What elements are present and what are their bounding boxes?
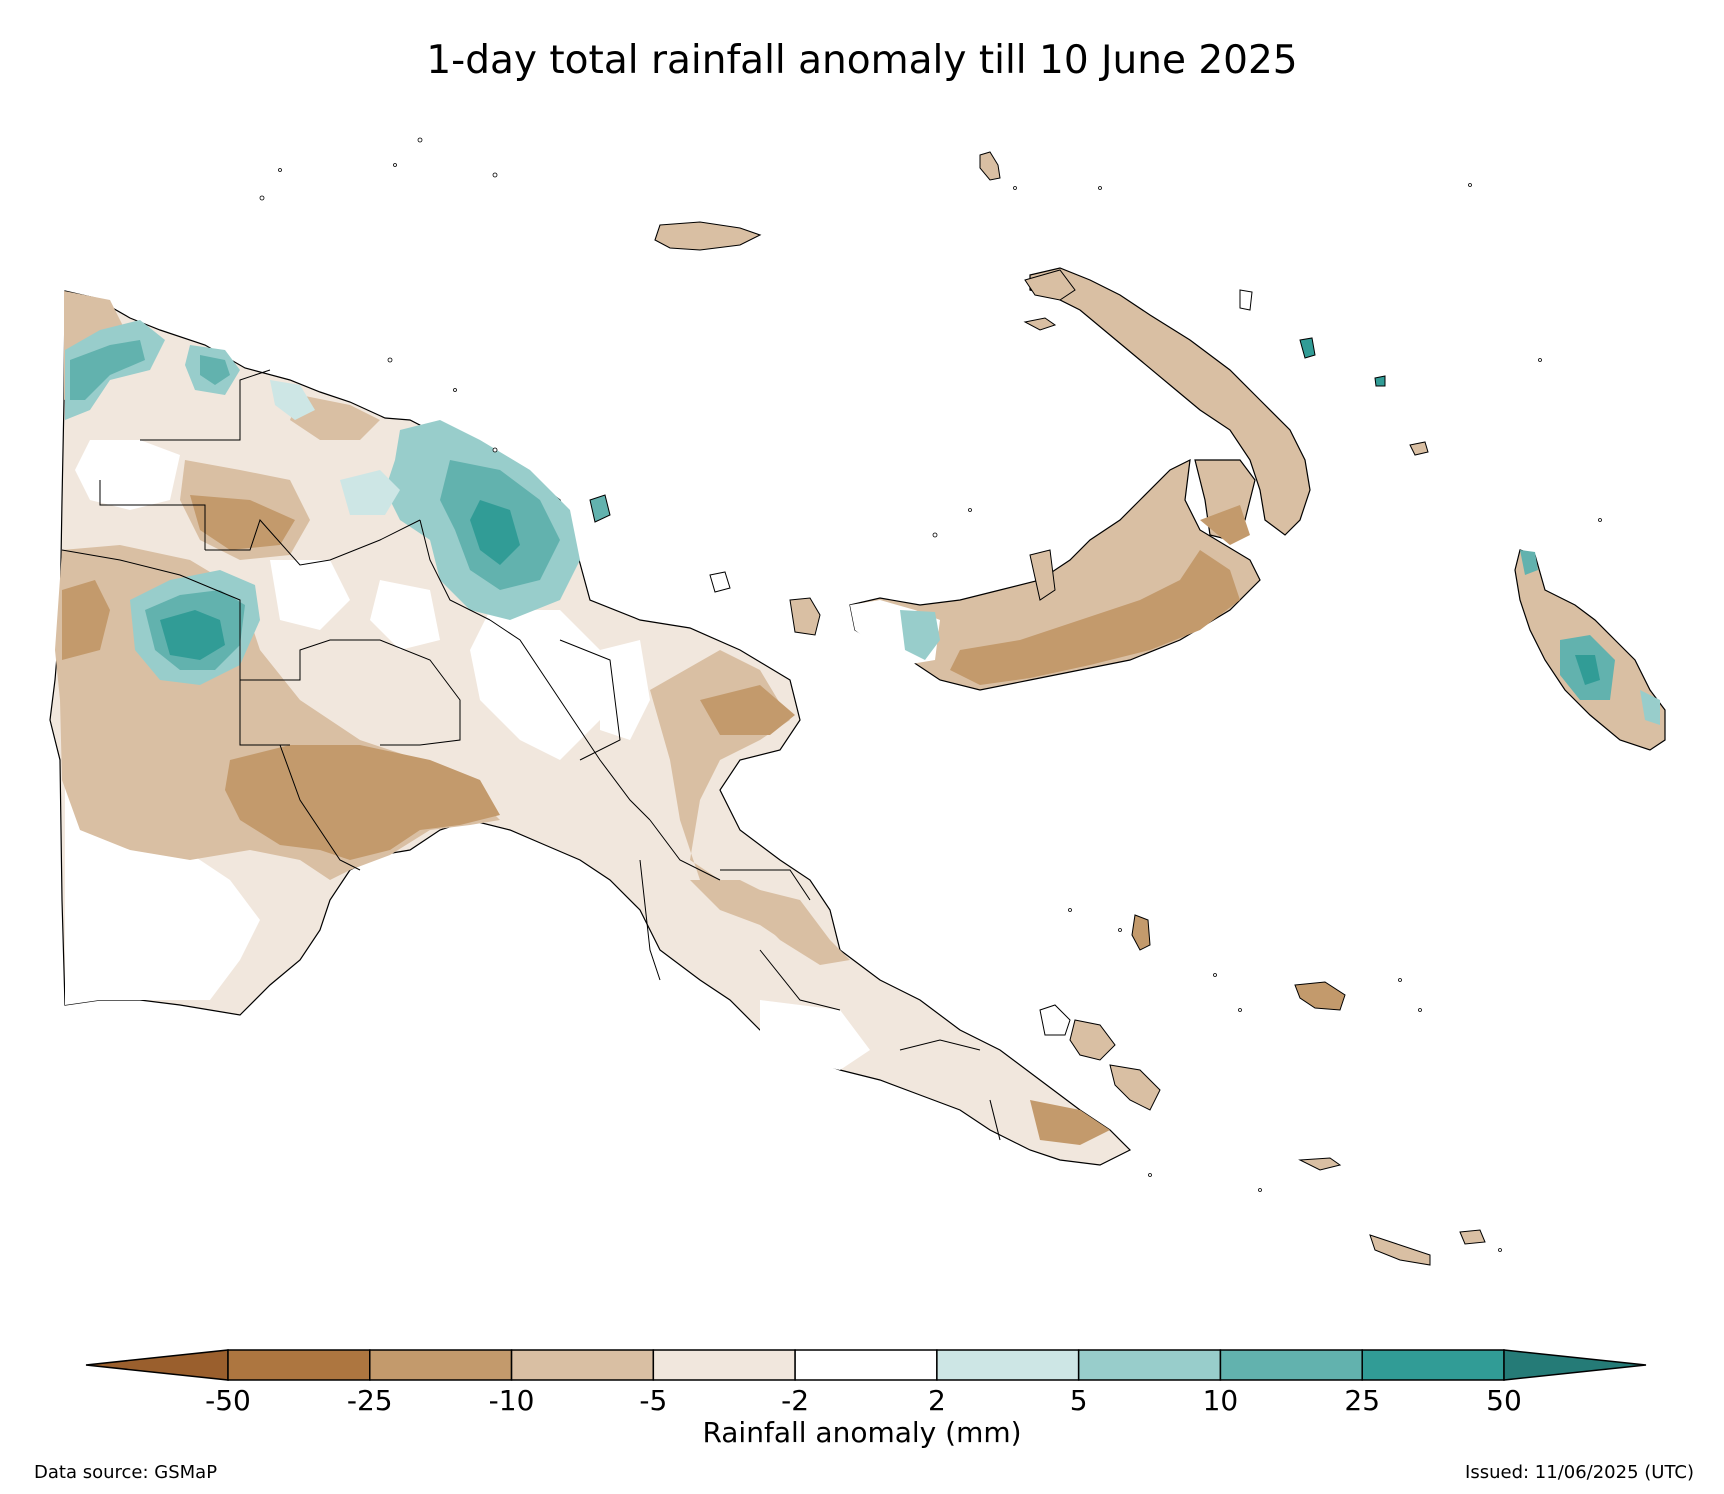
colorbar-tick-label: -25 — [346, 1384, 393, 1417]
colorbar-tick-label: -50 — [205, 1384, 251, 1417]
colorbar-bin — [652, 1349, 796, 1381]
colorbar-bin — [794, 1349, 938, 1381]
colorbar-bin — [369, 1349, 513, 1381]
issued-date: Issued: 11/06/2025 (UTC) — [1465, 1462, 1694, 1483]
islets — [259, 137, 1602, 1252]
new-ireland — [1024, 267, 1311, 536]
colorbar-extend-low — [85, 1349, 229, 1381]
bougainville — [1514, 549, 1666, 751]
northern-islands — [589, 151, 1429, 636]
colorbar-bin — [1077, 1349, 1222, 1381]
colorbar-tick-label: 50 — [1486, 1384, 1522, 1417]
map-title: 1-day total rainfall anomaly till 10 Jun… — [426, 38, 1298, 83]
colorbar-extend-high — [1503, 1349, 1647, 1381]
colorbar-bin — [510, 1349, 655, 1381]
province-borders — [61, 369, 1001, 1141]
colorbar-tick-label: -2 — [781, 1384, 810, 1417]
southeastern-islands — [1039, 914, 1486, 1266]
colorbar-tick-label: 5 — [1069, 1384, 1088, 1417]
colorbar-tick-label: -5 — [639, 1384, 668, 1417]
colorbar-tick-label: -10 — [488, 1384, 535, 1417]
colorbar-bin — [1219, 1349, 1363, 1381]
colorbar-tick-label: 10 — [1202, 1384, 1239, 1417]
rainfall-anomaly-map — [49, 137, 1666, 1266]
colorbar-tick-label: 2 — [927, 1384, 946, 1417]
colorbar-bin — [936, 1349, 1080, 1381]
colorbar-tick-label: 25 — [1344, 1384, 1381, 1417]
data-source: Data source: GSMaP — [34, 1462, 218, 1483]
colorbar-bin — [227, 1349, 371, 1381]
colorbar-label: Rainfall anomaly (mm) — [702, 1416, 1022, 1449]
colorbar-bin — [1361, 1349, 1505, 1381]
new-britain — [849, 458, 1261, 691]
